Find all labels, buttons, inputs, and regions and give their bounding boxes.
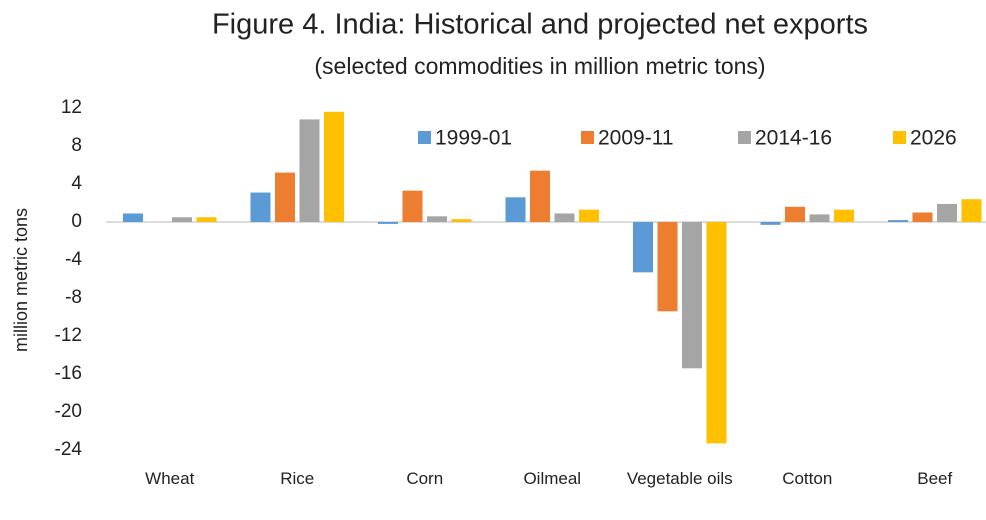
bar [196, 217, 217, 222]
bar [427, 216, 447, 222]
x-tick-label-box: Rice [280, 469, 315, 488]
x-tick-label: Cotton [782, 469, 833, 488]
bar [633, 222, 653, 273]
legend-label: 2026 [910, 127, 957, 150]
x-tick-label-box: Beef [917, 469, 953, 488]
bar [172, 217, 192, 222]
bar [530, 170, 550, 222]
bar [961, 199, 982, 222]
x-tick-label-box: Oilmeal [523, 469, 582, 488]
bar [657, 222, 678, 312]
y-tick-label: 4 [71, 173, 82, 194]
bar [451, 219, 472, 222]
y-tick-label: 8 [71, 135, 82, 156]
bar [809, 214, 830, 222]
x-tick-label-box: Corn [406, 469, 444, 488]
x-tick-label-box: Cotton [782, 469, 833, 488]
bar [250, 192, 271, 222]
y-tick-label: -20 [55, 401, 82, 422]
legend-swatch [893, 131, 906, 144]
y-tick-label: 12 [61, 97, 82, 118]
bar [760, 222, 781, 225]
x-tick-label-box: Vegetable oils [626, 469, 733, 488]
bar [123, 213, 143, 222]
legend-swatch [418, 131, 431, 144]
legend-label: 2014-16 [755, 127, 832, 150]
y-tick-label: -4 [65, 249, 82, 270]
bar [299, 119, 320, 222]
legend-label: 1999-01 [435, 127, 512, 150]
bar [706, 222, 727, 444]
bar [402, 190, 423, 222]
bar [378, 222, 398, 224]
x-tick-label: Rice [280, 469, 315, 488]
chart-title: Figure 4. India: Historical and projecte… [212, 9, 868, 41]
bar [937, 203, 957, 222]
bar [888, 220, 908, 222]
y-tick-label: -12 [55, 325, 82, 346]
bar [579, 209, 599, 222]
legend-swatch [581, 131, 594, 144]
x-tick-label: Wheat [145, 469, 195, 488]
x-tick-label: Vegetable oils [626, 469, 733, 488]
bar [275, 172, 295, 222]
y-tick-label: -24 [55, 439, 83, 460]
y-tick-label: 0 [71, 211, 82, 232]
bar [834, 209, 854, 222]
bar [682, 222, 702, 369]
bar [505, 197, 526, 222]
y-tick-label: -8 [65, 287, 82, 308]
y-axis-label: million metric tons [11, 208, 31, 352]
x-tick-label-box: Wheat [145, 469, 195, 488]
legend-label: 2009-11 [598, 127, 674, 150]
x-tick-label: Oilmeal [523, 469, 582, 488]
bar [912, 212, 933, 222]
bar [324, 111, 344, 222]
chart-subtitle: (selected commodities in million metric … [314, 53, 765, 79]
x-tick-label: Corn [406, 469, 444, 488]
bar [554, 213, 575, 222]
y-tick-label: -16 [55, 363, 82, 384]
x-tick-label: Beef [917, 469, 953, 488]
bar [785, 206, 805, 222]
legend-swatch [738, 131, 751, 144]
